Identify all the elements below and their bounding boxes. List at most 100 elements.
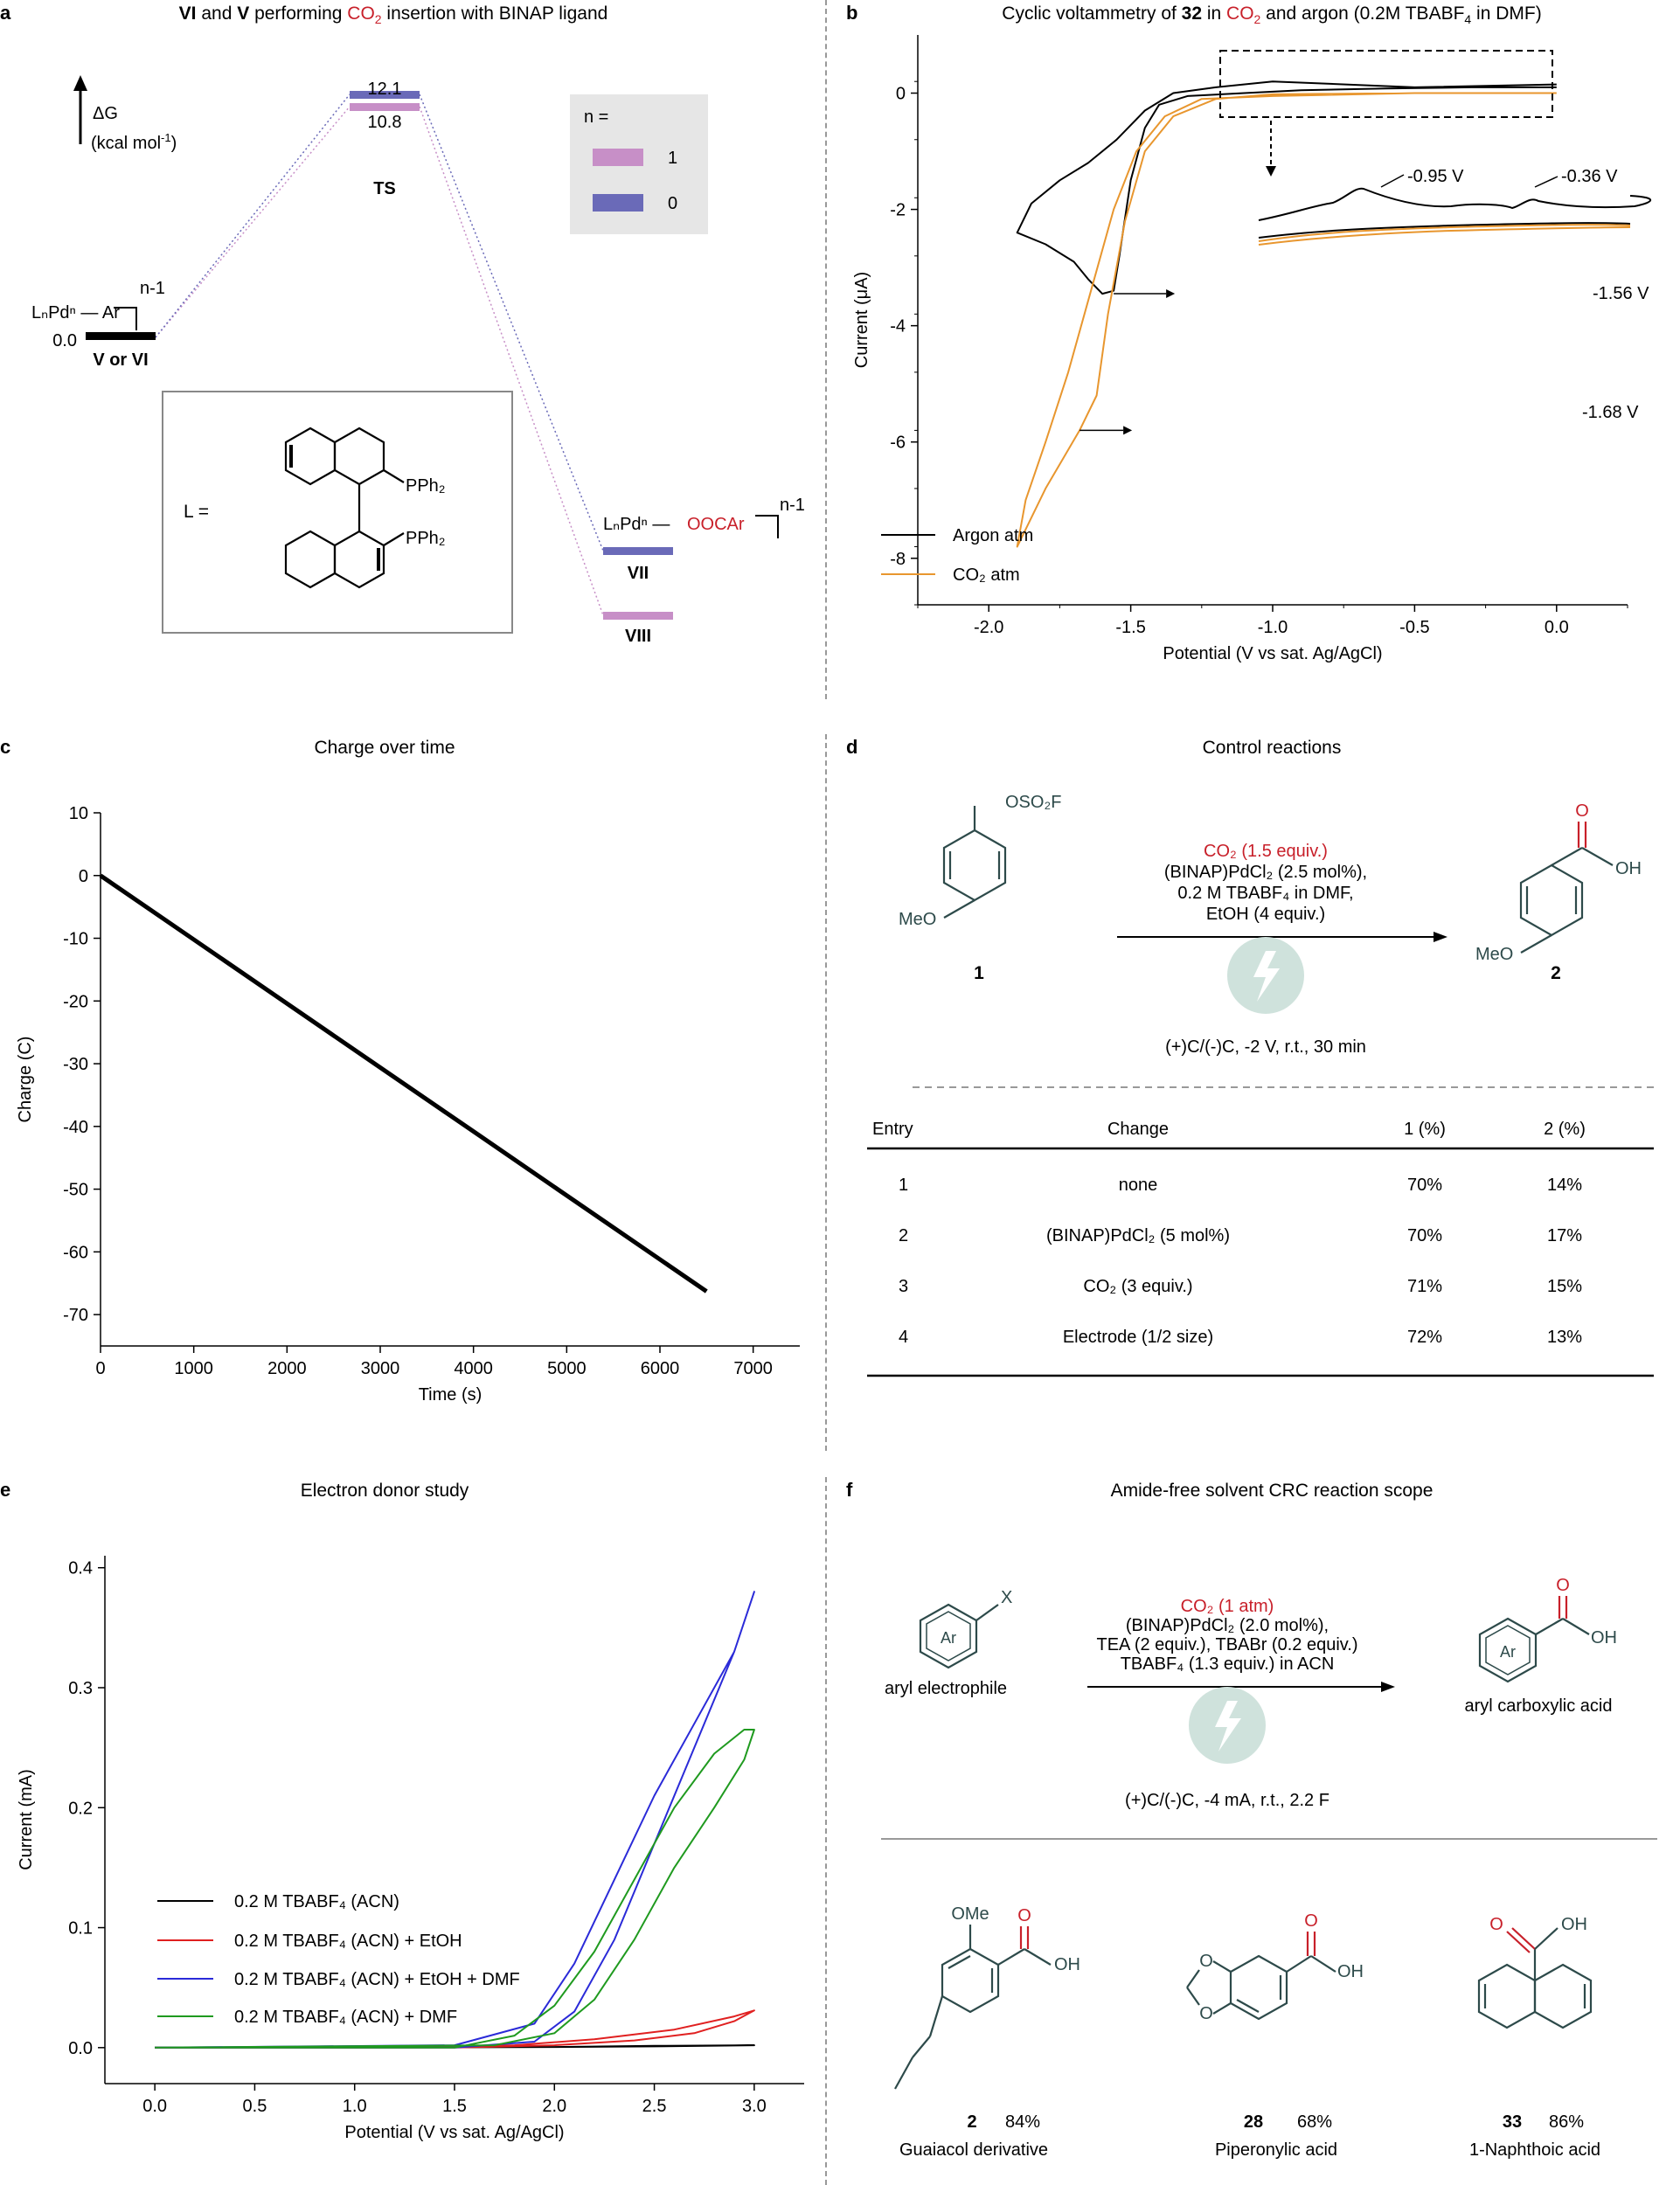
product-label-viii: VIII	[625, 627, 651, 646]
y-tick-label: -50	[63, 1181, 88, 1200]
cell-sm-yield: 72%	[1407, 1328, 1442, 1347]
c33-oh: OH	[1561, 1915, 1587, 1934]
x-tick-label: 2000	[267, 1359, 307, 1378]
y-tick-label: -60	[63, 1243, 88, 1262]
c28-o2: O	[1199, 2004, 1213, 2023]
x-axis-label: Potential (V vs sat. Ag/AgCl)	[344, 2123, 564, 2142]
compound-28-carbonyl	[1306, 1932, 1316, 1956]
compound-33-structure	[1477, 1949, 1593, 2029]
f-reagent-base: TEA (2 equiv.), TBABr (0.2 equiv.)	[1096, 1635, 1357, 1654]
scope-panel: f Amide-free solvent CRC reaction scope …	[846, 1479, 1657, 2160]
legend-label-n1: 1	[668, 149, 677, 168]
legend-title: n =	[584, 108, 608, 127]
e-legend-label-1: 0.2 M TBABF₄ (ACN)	[234, 1892, 399, 1911]
sm-x: X	[1001, 1588, 1012, 1607]
e-legend: 0.2 M TBABF₄ (ACN) 0.2 M TBABF₄ (ACN) + …	[157, 1892, 520, 2027]
c28-name: Piperonylic acid	[1215, 2140, 1337, 2160]
annotation-095: -0.95 V	[1407, 167, 1464, 186]
start-level-value: 0.0	[52, 331, 77, 350]
legend-swatch-n1	[593, 149, 643, 166]
y-tick-label: -20	[63, 992, 88, 1011]
e-legend-label-3: 0.2 M TBABF₄ (ACN) + EtOH + DMF	[234, 1970, 520, 1989]
c2-oh: OH	[1054, 1955, 1080, 1974]
compound-28-structure	[1186, 1954, 1336, 2021]
annotation-168: -1.68 V	[1582, 403, 1639, 422]
c28-num: 28	[1244, 2112, 1263, 2132]
x-tick-label: 1000	[174, 1359, 213, 1378]
reagent-etoh: EtOH (4 equiv.)	[1206, 905, 1325, 924]
product-charge-bracket	[755, 515, 779, 538]
x-tick-label: -0.5	[1399, 618, 1429, 637]
sm1-meo: MeO	[899, 910, 936, 929]
ts-label: TS	[373, 179, 396, 198]
panel-a-title: VI and V performing CO2 insertion with B…	[179, 3, 608, 26]
f-reagent-cat: (BINAP)PdCl₂ (2.0 mol%),	[1126, 1616, 1329, 1635]
c33-o: O	[1489, 1915, 1503, 1934]
reagent-salt: 0.2 M TBABF₄ in DMF,	[1177, 884, 1353, 903]
cell-change: none	[1119, 1176, 1158, 1195]
y-axis-label: Charge (C)	[16, 1037, 35, 1123]
y-axis-label: Current (mA)	[17, 1769, 36, 1870]
c28-o1: O	[1199, 1952, 1213, 1971]
product2-label: 2	[1551, 963, 1561, 983]
ts-value-n0: 10.8	[368, 113, 402, 132]
reagent-cat: (BINAP)PdCl₂ (2.5 mol%),	[1164, 863, 1367, 882]
cell-sm-yield: 71%	[1407, 1277, 1442, 1296]
pph2-top: PPh₂	[406, 476, 446, 496]
cell-product-yield: 17%	[1547, 1226, 1582, 1245]
panel-e-title: Electron donor study	[301, 1481, 469, 1501]
y-tick-label: 0.4	[68, 1559, 93, 1578]
c2-ome: OMe	[951, 1904, 989, 1924]
start-level-bar	[86, 332, 156, 340]
header-change: Change	[1107, 1120, 1169, 1139]
start-charge: n-1	[140, 279, 165, 298]
x-tick-label: 7000	[733, 1359, 773, 1378]
x-tick-label: -2.0	[974, 618, 1003, 637]
charge-chart-c: c Charge over time 0 1000 2000 3000 4000 5000…	[0, 736, 800, 1405]
x-tick-label: 6000	[641, 1359, 680, 1378]
sm-ar: Ar	[941, 1629, 956, 1647]
cell-entry: 1	[899, 1176, 908, 1195]
energy-diagram-panel: a VI and V performing CO2 insertion with…	[0, 2, 805, 646]
ligand-label: L =	[184, 502, 209, 522]
y-tick-label: 0	[896, 85, 906, 104]
y-tick-label: -8	[890, 550, 906, 569]
ts-level-n0	[350, 91, 420, 99]
sm1-group: OSO₂F	[1005, 793, 1061, 812]
compound-33-carboxyl	[1506, 1927, 1536, 1953]
start-species: LₙPdⁿ — Ar	[31, 303, 120, 323]
binap-structure	[284, 427, 405, 589]
y-tick-label: 0.1	[68, 1919, 93, 1939]
cell-entry: 4	[899, 1328, 908, 1347]
f-product-oh: OH	[1591, 1628, 1617, 1647]
y-tick-label: 0.3	[68, 1679, 93, 1698]
y-tick-label: -10	[63, 930, 88, 949]
x-tick-label: 3.0	[742, 2097, 767, 2116]
series-line-2	[1016, 92, 1557, 548]
panel-b-letter: b	[846, 2, 857, 24]
legend-swatch-n0	[593, 194, 643, 212]
compound-2-carbonyl	[1019, 1926, 1030, 1949]
cv-chart-b: b Cyclic voltammetry of 32 in CO2 and ar…	[846, 2, 1652, 663]
panel-e-letter: e	[0, 1479, 10, 1501]
aryl-acid-structure	[1478, 1617, 1590, 1683]
aryl-electrophile-structure	[919, 1603, 999, 1669]
product2-structure	[1519, 847, 1614, 954]
y-tick-label: 0	[79, 867, 88, 886]
x-tick-label: 1.5	[442, 2097, 467, 2116]
cell-product-yield: 15%	[1547, 1277, 1582, 1296]
y-tick-label: -70	[63, 1306, 88, 1325]
peak-arrow-head	[1166, 289, 1176, 299]
legend-label-co2: CO₂ atm	[953, 565, 1020, 585]
delta-g-units: (kcal mol-1)	[91, 131, 177, 153]
legend-label-n0: 0	[668, 194, 677, 213]
x-axis-label: Time (s)	[419, 1385, 482, 1405]
c2-yield: 84%	[1005, 2112, 1040, 2132]
x-tick-label: 4000	[454, 1359, 493, 1378]
c2-num: 2	[967, 2112, 976, 2132]
e-legend-label-4: 0.2 M TBABF₄ (ACN) + DMF	[234, 2008, 457, 2027]
annotation-036: -0.36 V	[1561, 167, 1618, 186]
sm-label: aryl electrophile	[885, 1679, 1007, 1698]
start-charge-bracket	[114, 307, 137, 330]
x-tick-label: 2.5	[642, 2097, 667, 2116]
